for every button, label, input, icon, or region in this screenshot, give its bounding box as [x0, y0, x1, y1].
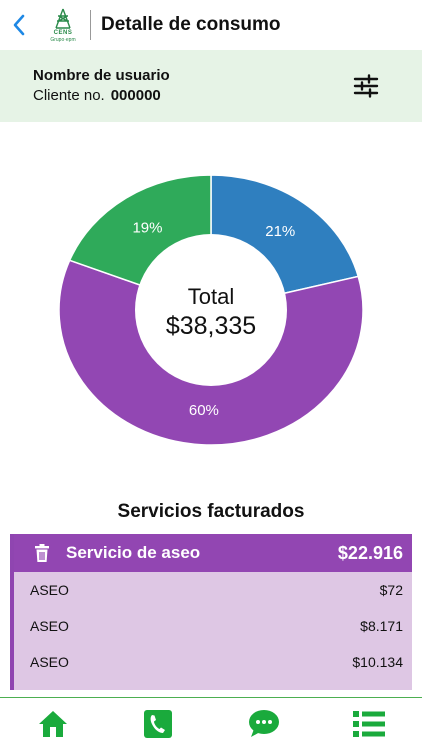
client-label: Cliente no. [33, 87, 105, 104]
service-card-aseo: Servicio de aseo $22.916 ASEO $72 ASEO $… [10, 534, 412, 690]
back-button[interactable] [0, 0, 38, 50]
service-row-value: $10.134 [352, 654, 403, 670]
chat-icon [248, 710, 279, 737]
slice-label: 60% [189, 402, 219, 419]
header-divider [90, 10, 91, 40]
chart-total-label: Total [188, 284, 234, 309]
service-row-value: $72 [379, 582, 403, 598]
service-row-value: $8.171 [360, 618, 403, 634]
tower-logo-icon [55, 8, 71, 29]
list-icon [353, 711, 386, 737]
cens-logo: CENS Grupo·epm [38, 3, 88, 47]
trash-icon[interactable] [32, 543, 52, 563]
client-number: 000000 [110, 87, 161, 104]
nav-phone-button[interactable] [128, 704, 188, 744]
service-row-label: ASEO [30, 654, 69, 670]
nav-list-button[interactable] [339, 704, 399, 744]
service-row-label: ASEO [30, 582, 69, 598]
app-header: CENS Grupo·epm Detalle de consumo [0, 0, 422, 50]
user-info-bar: Nombre de usuario Cliente no. 000000 [0, 50, 422, 122]
logo-text: CENS [53, 29, 73, 36]
slice-label: 21% [265, 223, 295, 240]
bottom-navigation [0, 697, 422, 750]
slice-label: 19% [132, 219, 162, 236]
chart-total-value: $38,335 [166, 312, 256, 340]
service-name: Servicio de aseo [66, 543, 201, 562]
service-row-label: ASEO [30, 618, 69, 634]
phone-icon [144, 710, 173, 738]
logo-subtitle: Grupo·epm [50, 36, 76, 43]
service-row: ASEO $8.171 [14, 608, 412, 644]
page-title: Detalle de consumo [101, 14, 281, 35]
home-icon [38, 711, 67, 737]
service-card-header: Servicio de aseo $22.916 [14, 534, 412, 572]
chevron-left-icon [13, 14, 25, 36]
service-row: ASEO $72 [14, 572, 412, 608]
service-row: ASEO $10.134 [14, 644, 412, 680]
donut-hole [135, 234, 287, 386]
filter-sliders-icon [353, 74, 379, 98]
client-info: Cliente no. 000000 [33, 87, 161, 104]
nav-chat-button[interactable] [234, 704, 294, 744]
service-total: $22.916 [337, 542, 403, 563]
consumption-donut-chart: 21% 60% 19% Total $38,335 [58, 174, 364, 446]
user-name: Nombre de usuario [33, 67, 170, 84]
services-title: Servicios facturados [117, 501, 305, 522]
filter-button[interactable] [352, 74, 380, 98]
nav-home-button[interactable] [23, 704, 83, 744]
